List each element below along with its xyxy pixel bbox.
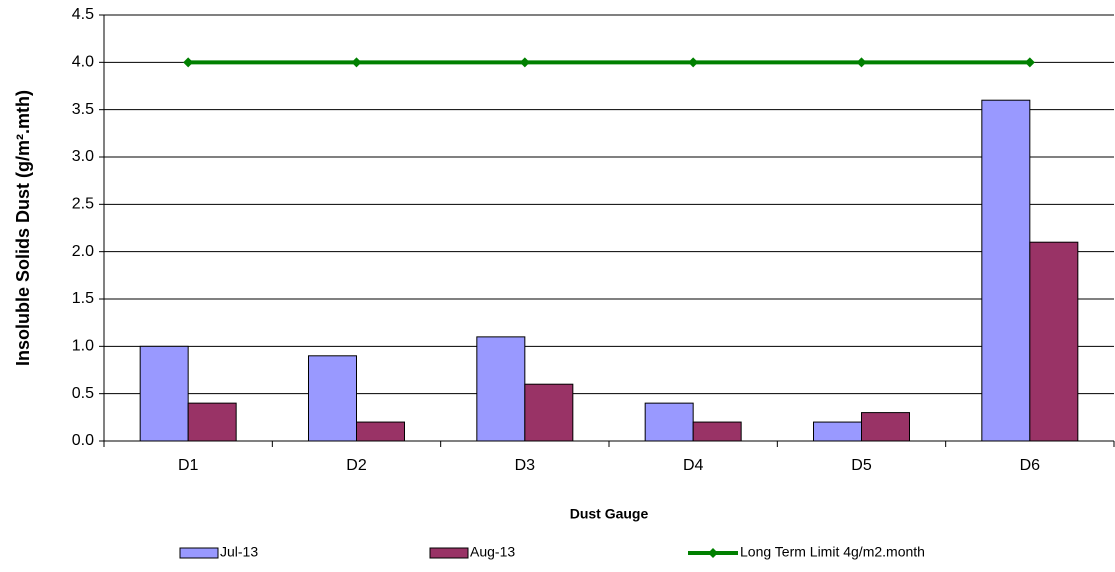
x-tick-label: D5 bbox=[851, 457, 872, 474]
bar bbox=[308, 355, 357, 442]
legend-label: Aug-13 bbox=[470, 544, 515, 560]
legend-swatch bbox=[429, 547, 469, 559]
x-axis-title: Dust Gauge bbox=[570, 506, 649, 522]
legend-label: Long Term Limit 4g/m2.month bbox=[740, 544, 925, 560]
y-tick-label: 3.5 bbox=[72, 101, 94, 118]
legend-label: Jul-13 bbox=[220, 544, 258, 560]
y-tick-label: 3.0 bbox=[72, 148, 94, 165]
y-tick-label: 2.5 bbox=[72, 196, 94, 213]
bar bbox=[981, 99, 1031, 442]
bar bbox=[692, 421, 742, 442]
marker bbox=[688, 57, 699, 68]
y-tick-label: 0.0 bbox=[72, 432, 94, 449]
y-tick-label: 0.5 bbox=[72, 385, 94, 402]
bar bbox=[1029, 241, 1079, 442]
y-axis-title: Insoluble Solids Dust (g/m².mth) bbox=[13, 90, 33, 366]
y-tick-label: 4.0 bbox=[72, 54, 94, 71]
bar bbox=[139, 345, 189, 442]
x-tick-label: D6 bbox=[1020, 457, 1041, 474]
bar bbox=[861, 412, 910, 442]
bar bbox=[356, 421, 405, 442]
x-tick-label: D3 bbox=[515, 457, 536, 474]
bar bbox=[524, 383, 574, 442]
x-tick-label: D1 bbox=[178, 457, 199, 474]
marker bbox=[856, 57, 867, 68]
bar bbox=[644, 402, 694, 442]
y-tick-label: 1.5 bbox=[72, 290, 94, 307]
bar bbox=[813, 421, 862, 442]
marker bbox=[1024, 57, 1035, 68]
y-tick-label: 2.0 bbox=[72, 243, 94, 260]
x-tick-label: D2 bbox=[346, 457, 367, 474]
y-tick-label: 4.5 bbox=[72, 6, 94, 23]
marker bbox=[351, 57, 362, 68]
x-tick-label: D4 bbox=[683, 457, 704, 474]
bar bbox=[187, 402, 237, 442]
y-tick-label: 1.0 bbox=[72, 338, 94, 355]
marker bbox=[183, 57, 194, 68]
bar bbox=[476, 336, 526, 442]
marker bbox=[519, 57, 530, 68]
legend-swatch bbox=[179, 547, 219, 559]
legend-marker bbox=[708, 548, 718, 558]
